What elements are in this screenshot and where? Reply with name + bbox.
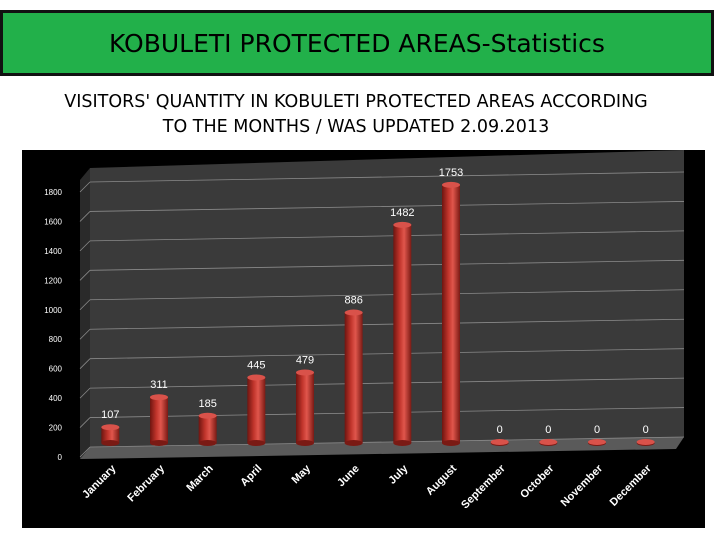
gridline-side [79, 358, 91, 369]
gridline [89, 171, 685, 183]
bar-top [247, 374, 266, 381]
bar-top [588, 439, 606, 445]
x-tick-label: October [518, 462, 557, 501]
y-tick-label: 800 [49, 335, 63, 344]
gridline [89, 259, 685, 271]
bar-top [150, 394, 168, 401]
x-tick-label: January [80, 462, 119, 501]
data-label: 0 [497, 424, 503, 436]
data-label: 0 [643, 424, 649, 436]
y-tick-label: 1600 [44, 217, 62, 226]
data-label: 0 [545, 424, 551, 436]
title-banner: KOBULETI PROTECTED AREAS-Statistics [0, 10, 714, 76]
y-tick-label: 400 [49, 394, 63, 403]
gridline-side [79, 211, 91, 222]
data-label: 311 [150, 379, 168, 391]
x-tick-label: February [125, 462, 167, 504]
bar-top [539, 439, 558, 445]
y-tick-label: 200 [49, 424, 63, 433]
bar-base [150, 440, 168, 446]
plot-floor [80, 437, 684, 459]
x-tick-label: May [289, 462, 313, 486]
data-label: 479 [296, 354, 314, 366]
bar-top [490, 439, 509, 445]
data-label: 886 [344, 295, 362, 307]
data-label: 0 [594, 424, 600, 436]
y-tick-label: 0 [58, 453, 63, 462]
bar [198, 415, 217, 443]
bar-chart: 0 200 400 600 800 1000 1200 1400 1600 1800 107 Janu… [44, 150, 685, 511]
bar-base [101, 440, 120, 446]
x-tick-label: August [424, 462, 460, 498]
page-title: KOBULETI PROTECTED AREAS-Statistics [109, 28, 605, 58]
bar-top [393, 221, 412, 228]
bar-base [198, 440, 217, 446]
plot-back-wall [90, 150, 684, 447]
bar-top [296, 369, 314, 376]
gridline [89, 318, 685, 330]
x-tick-label: September [459, 462, 508, 511]
bar [247, 377, 266, 443]
x-tick-label: April [238, 463, 264, 489]
bar-top [442, 181, 460, 188]
chart-panel: 0 200 400 600 800 1000 1200 1400 1600 1800 107 Janu… [22, 150, 705, 528]
data-label: 1482 [390, 207, 414, 219]
gridline-side [79, 387, 91, 399]
bar-top [198, 412, 217, 419]
y-tick-label: 1000 [44, 306, 62, 315]
bar-top [101, 424, 120, 431]
data-label: 1753 [439, 167, 463, 179]
bar [344, 312, 363, 443]
plot-side-wall [80, 168, 90, 459]
x-tick-label: March [184, 462, 216, 494]
gridline-side [79, 446, 91, 458]
bar-base [442, 440, 460, 446]
bar-top [344, 309, 363, 316]
bar-base [247, 440, 266, 446]
gridline-side [79, 328, 91, 340]
bar [150, 397, 168, 443]
y-tick-label: 1800 [44, 188, 62, 197]
gridline [89, 377, 685, 389]
bar [296, 372, 314, 443]
data-label: 185 [198, 398, 216, 410]
y-tick-label: 1400 [44, 247, 62, 256]
chart-subtitle: VISITORS' QUANTITY IN KOBULETI PROTECTED… [0, 90, 712, 140]
gridline [89, 436, 685, 448]
subtitle-line-2: TO THE MONTHS / WAS UPDATED 2.09.2013 [162, 117, 550, 137]
subtitle-line-1: VISITORS' QUANTITY IN KOBULETI PROTECTED… [64, 92, 648, 112]
data-label: 445 [247, 359, 265, 371]
gridline [89, 289, 685, 301]
gridline [89, 407, 685, 418]
data-label: 107 [101, 409, 119, 421]
gridline-side [79, 240, 91, 252]
gridline [89, 201, 685, 212]
x-tick-label: November [559, 462, 606, 509]
bar-top [636, 439, 655, 445]
bar [101, 427, 120, 443]
x-tick-label: July [386, 462, 411, 487]
bar-base [393, 440, 412, 446]
gridline-side [79, 181, 91, 193]
gridline-side [79, 417, 91, 428]
bar [393, 224, 412, 443]
bar-base [344, 440, 363, 446]
x-tick-label: December [608, 462, 655, 509]
gridline-side [79, 299, 91, 311]
y-tick-label: 1200 [44, 276, 62, 285]
gridline-side [79, 270, 91, 281]
gridline [89, 230, 685, 242]
x-tick-label: June [335, 463, 362, 490]
y-tick-label: 600 [49, 365, 63, 374]
bar-base [296, 440, 314, 446]
bar [442, 184, 460, 444]
gridline [89, 348, 685, 360]
